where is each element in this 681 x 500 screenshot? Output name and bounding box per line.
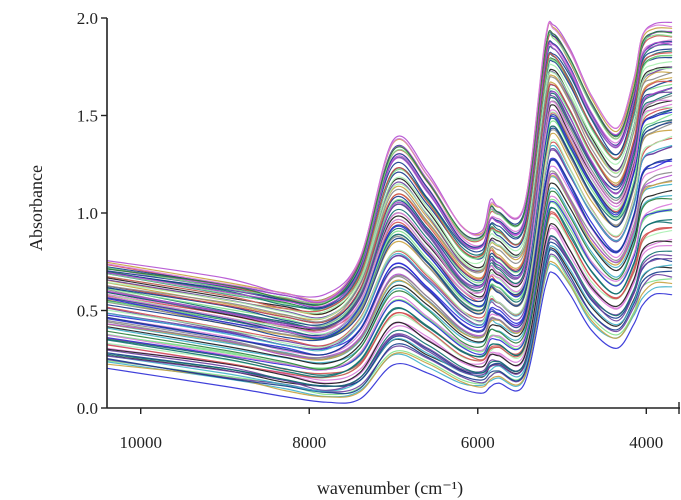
- spectrum-line: [106, 170, 673, 359]
- x-tick-label: 4000: [629, 433, 663, 452]
- spectrum-line: [106, 187, 673, 364]
- spectrum-line: [106, 158, 673, 356]
- spectrum-line: [106, 235, 673, 387]
- spectrum-line: [106, 61, 673, 314]
- spectrum-line: [106, 113, 673, 338]
- spectrum-line: [106, 260, 673, 398]
- series-layer: [106, 20, 673, 404]
- spectrum-line: [106, 22, 673, 302]
- y-tick-label: 0.0: [77, 399, 98, 418]
- spectrum-line: [106, 72, 673, 323]
- x-axis-title: wavenumber (cm⁻¹): [317, 478, 463, 499]
- spectrum-line: [106, 52, 673, 313]
- spectrum-line: [106, 67, 673, 320]
- y-axis-title: Absorbance: [26, 165, 46, 251]
- spectrum-line: [106, 121, 673, 342]
- x-tick-label: 6000: [461, 433, 495, 452]
- spectrum-line: [106, 213, 673, 379]
- spectrum-line: [106, 245, 673, 392]
- y-tick-label: 1.0: [77, 204, 98, 223]
- spectrum-line: [106, 195, 673, 371]
- y-tick-label: 0.5: [77, 302, 98, 321]
- spectrum-line: [106, 99, 673, 333]
- spectrum-line: [106, 48, 673, 309]
- y-tick-label: 2.0: [77, 9, 98, 28]
- spectrum-line: [106, 224, 673, 381]
- spectrum-line: [106, 41, 673, 308]
- spectrum-line: [106, 135, 673, 349]
- spectrum-line: [106, 253, 673, 393]
- spectrum-line: [106, 111, 673, 339]
- y-tick-label: 1.5: [77, 107, 98, 126]
- spectrum-line: [106, 182, 673, 365]
- spectrum-line: [106, 79, 673, 326]
- ticks: 0.0 0.5 1.0 1.5 2.0 10000 8000 6000 4000: [77, 9, 680, 452]
- spectrum-line: [106, 211, 673, 375]
- spectrum-line: [106, 29, 673, 306]
- spectrum-line: [106, 238, 673, 391]
- spectrum-line: [106, 223, 673, 385]
- spectrum-line: [106, 271, 673, 404]
- spectrum-line: [106, 103, 673, 338]
- spectrum-line: [106, 249, 673, 395]
- x-tick-label: 10000: [119, 433, 162, 452]
- spectrum-line: [106, 21, 673, 303]
- x-tick-label: 8000: [292, 433, 326, 452]
- spectrum-line: [106, 207, 673, 378]
- spectrum-line: [106, 190, 673, 370]
- spectrum-line: [106, 80, 673, 324]
